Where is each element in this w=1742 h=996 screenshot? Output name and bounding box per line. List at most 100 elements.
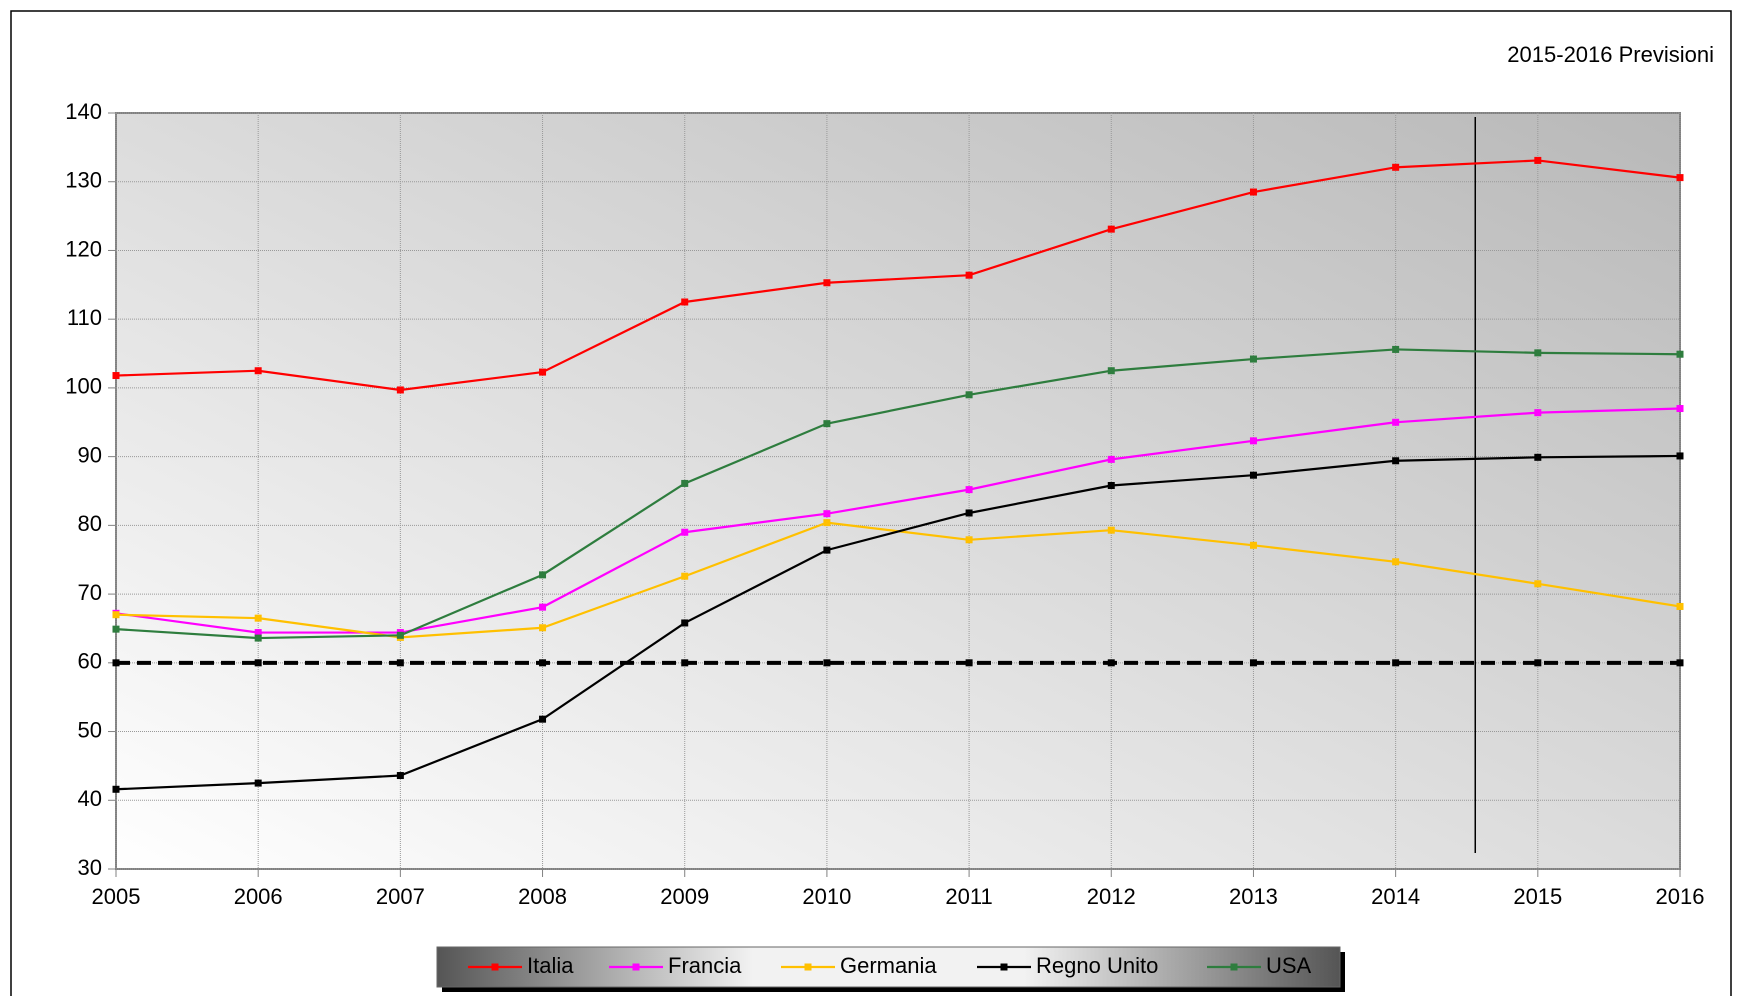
point [1676, 174, 1684, 182]
x-tick-label: 2014 [1371, 884, 1420, 909]
reference-marker [1107, 659, 1115, 667]
point [681, 528, 689, 536]
y-tick-label: 80 [78, 511, 102, 536]
point [1676, 452, 1684, 460]
legend-label: Italia [527, 953, 574, 978]
y-tick-label: 60 [78, 649, 102, 674]
x-tick-label: 2005 [92, 884, 141, 909]
reference-marker [1534, 659, 1542, 667]
x-tick-label: 2006 [234, 884, 283, 909]
point [539, 571, 547, 579]
y-tick-label: 70 [78, 580, 102, 605]
y-tick-label: 100 [65, 374, 102, 399]
reference-marker [823, 659, 831, 667]
point [539, 624, 547, 632]
point [112, 611, 120, 619]
y-tick-label: 130 [65, 168, 102, 193]
point [823, 510, 831, 518]
point [396, 386, 404, 394]
point [965, 486, 973, 494]
frame [10, 10, 1732, 996]
series-line [115, 159, 1681, 392]
reference-marker [539, 659, 547, 667]
x-tick-label: 2008 [518, 884, 567, 909]
point [681, 619, 689, 627]
y-tick-label: 50 [78, 717, 102, 742]
point [681, 479, 689, 487]
point [539, 715, 547, 723]
reference-marker [681, 659, 689, 667]
point [254, 634, 262, 642]
legend-label: Regno Unito [1036, 953, 1158, 978]
x-tick-label: 2010 [802, 884, 851, 909]
plot-area [115, 112, 1681, 870]
point [112, 625, 120, 633]
point [254, 614, 262, 622]
legend-label: Francia [668, 953, 742, 978]
legend-marker [491, 963, 499, 971]
y-tick-label: 40 [78, 786, 102, 811]
point [965, 536, 973, 544]
point [254, 367, 262, 375]
legend-marker [632, 963, 640, 971]
series-line [115, 454, 1681, 791]
point [823, 279, 831, 287]
point [823, 546, 831, 554]
point [1534, 409, 1542, 417]
y-tick-label: 30 [78, 855, 102, 880]
reference-marker [112, 659, 120, 667]
point [823, 519, 831, 527]
point [1249, 437, 1257, 445]
reference-marker [1392, 659, 1400, 667]
point [1392, 418, 1400, 426]
point [1249, 471, 1257, 479]
point [1249, 188, 1257, 196]
reference-marker [1676, 659, 1684, 667]
point [823, 420, 831, 428]
reference-marker [254, 659, 262, 667]
legend [436, 946, 1341, 988]
point [1107, 455, 1115, 463]
legend-marker [1000, 963, 1008, 971]
point [965, 391, 973, 399]
reference-marker [1249, 659, 1257, 667]
point [1249, 355, 1257, 363]
point [1392, 558, 1400, 566]
point [1534, 453, 1542, 461]
point [1107, 367, 1115, 375]
point [1392, 345, 1400, 353]
point [396, 772, 404, 780]
point [1107, 225, 1115, 233]
x-tick-label: 2015 [1513, 884, 1562, 909]
reference-marker [396, 659, 404, 667]
annotation: 2015-2016 Previsioni [1507, 42, 1714, 67]
point [1534, 156, 1542, 164]
point [681, 572, 689, 580]
x-tick-label: 2016 [1656, 884, 1705, 909]
legend-marker [804, 963, 812, 971]
point [396, 631, 404, 639]
y-tick-label: 120 [65, 236, 102, 261]
legend-marker [1230, 963, 1238, 971]
point [254, 629, 262, 637]
point [112, 372, 120, 380]
point [1392, 163, 1400, 171]
y-tick-label: 110 [67, 305, 102, 330]
point [1534, 580, 1542, 588]
x-tick-label: 2009 [660, 884, 709, 909]
point [1534, 349, 1542, 357]
point [965, 509, 973, 517]
series-line [115, 348, 1681, 640]
point [1676, 602, 1684, 610]
point [1249, 541, 1257, 549]
point [539, 368, 547, 376]
point [1392, 457, 1400, 465]
point [1107, 482, 1115, 490]
x-tick-label: 2011 [945, 884, 992, 909]
legend-label: USA [1266, 953, 1312, 978]
point [681, 298, 689, 306]
point [254, 779, 262, 787]
point [965, 271, 973, 279]
point [1107, 526, 1115, 534]
y-tick-label: 90 [78, 442, 102, 467]
